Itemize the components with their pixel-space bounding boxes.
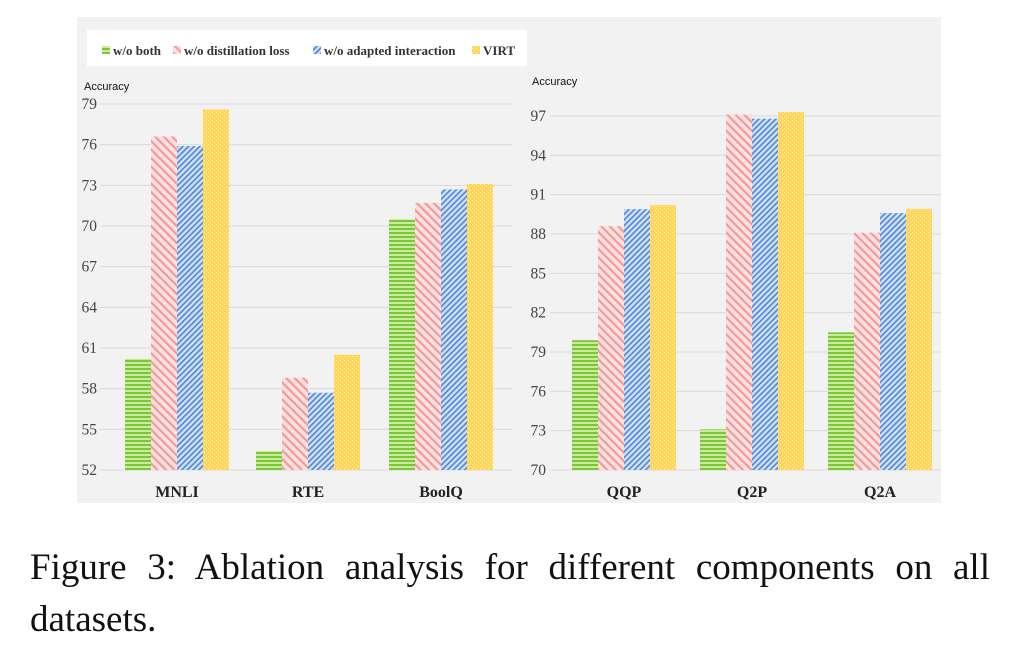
x-category-label: QQP bbox=[607, 484, 642, 501]
y-tick-label: 97 bbox=[531, 108, 547, 125]
bar-qqp-w-o-adapted-interaction bbox=[624, 209, 650, 471]
bar-q2a-w-o-adapted-interaction bbox=[880, 213, 906, 470]
y-tick-label: 61 bbox=[82, 340, 98, 357]
y-tick-label: 79 bbox=[531, 344, 547, 361]
bar-q2p-w-o-adapted-interaction bbox=[752, 118, 778, 470]
y-tick-label: 55 bbox=[82, 421, 98, 438]
legend-box bbox=[87, 30, 527, 66]
y-axis-label: Accuracy bbox=[532, 76, 578, 88]
legend-swatch-w-o-distillation-loss bbox=[173, 46, 181, 54]
x-category-label: MNLI bbox=[155, 484, 199, 501]
bar-qqp-w-o-distillation-loss bbox=[598, 226, 624, 470]
y-tick-label: 76 bbox=[531, 383, 547, 400]
y-tick-label: 76 bbox=[82, 137, 98, 154]
y-tick-label: 67 bbox=[82, 259, 98, 276]
chart-left: 52 55 58 61 64 67 70 73 76 79 Accuracy MNLI RTE BoolQ bbox=[82, 81, 512, 501]
bar-boolq-w-o-both bbox=[389, 219, 415, 470]
legend-label-w-o-both: w/o both bbox=[113, 43, 162, 58]
bar-q2p-w-o-distillation-loss bbox=[726, 114, 752, 470]
x-category-label: RTE bbox=[292, 484, 324, 501]
bar-qqp-virt bbox=[650, 205, 676, 470]
figure-caption: Figure 3: Ablation analysis for differen… bbox=[30, 547, 990, 640]
legend-swatch-virt bbox=[472, 46, 480, 54]
bar-qqp-w-o-both bbox=[572, 340, 598, 470]
y-tick-label: 73 bbox=[82, 177, 98, 194]
y-tick-label: 70 bbox=[82, 218, 98, 235]
y-tick-label: 73 bbox=[531, 423, 547, 440]
legend-swatch-w-o-adapted-interaction bbox=[313, 46, 321, 54]
bar-rte-w-o-both bbox=[256, 451, 282, 470]
y-tick-label: 94 bbox=[531, 147, 547, 164]
bar-mnli-w-o-both bbox=[125, 358, 151, 470]
y-axis-label: Accuracy bbox=[84, 81, 130, 93]
bar-mnli-virt bbox=[203, 109, 229, 470]
bar-boolq-w-o-adapted-interaction bbox=[441, 189, 467, 470]
y-tick-label: 82 bbox=[531, 305, 547, 322]
y-tick-label: 58 bbox=[82, 381, 98, 398]
bar-q2a-virt bbox=[906, 209, 932, 471]
legend-label-virt: VIRT bbox=[483, 43, 515, 58]
x-category-label: BoolQ bbox=[419, 484, 463, 501]
legend: w/o both w/o distillation loss w/o adapted… bbox=[102, 43, 515, 58]
bar-boolq-w-o-distillation-loss bbox=[415, 202, 441, 470]
legend-swatch-w-o-both bbox=[102, 46, 110, 54]
bar-boolq-virt bbox=[467, 183, 493, 470]
bar-q2p-w-o-both bbox=[700, 429, 726, 470]
chart-right: 70 73 76 79 82 85 88 91 94 97 Accuracy QQP Q2P Q2A bbox=[531, 76, 941, 501]
legend-label-w-o-adapted-interaction: w/o adapted interaction bbox=[324, 43, 456, 58]
ablation-figure: w/o both w/o distillation loss w/o adapted… bbox=[77, 17, 941, 503]
y-tick-label: 88 bbox=[531, 226, 547, 243]
x-category-label: Q2P bbox=[737, 484, 767, 501]
y-tick-label: 52 bbox=[82, 462, 98, 479]
x-category-label: Q2A bbox=[864, 484, 896, 501]
bar-q2p-virt bbox=[778, 112, 804, 471]
y-tick-label: 79 bbox=[82, 96, 98, 113]
bar-q2a-w-o-both bbox=[828, 332, 854, 470]
legend-label-w-o-distillation-loss: w/o distillation loss bbox=[184, 43, 289, 58]
bar-rte-w-o-adapted-interaction bbox=[308, 392, 334, 470]
bar-rte-virt bbox=[334, 354, 360, 470]
bar-mnli-w-o-distillation-loss bbox=[151, 136, 177, 471]
bar-q2a-w-o-distillation-loss bbox=[854, 232, 880, 470]
y-tick-label: 70 bbox=[531, 462, 547, 479]
y-tick-label: 85 bbox=[531, 265, 547, 282]
bar-rte-w-o-distillation-loss bbox=[282, 377, 308, 470]
bar-mnli-w-o-adapted-interaction bbox=[177, 146, 203, 470]
y-tick-label: 64 bbox=[82, 299, 98, 316]
y-tick-label: 91 bbox=[531, 187, 547, 204]
